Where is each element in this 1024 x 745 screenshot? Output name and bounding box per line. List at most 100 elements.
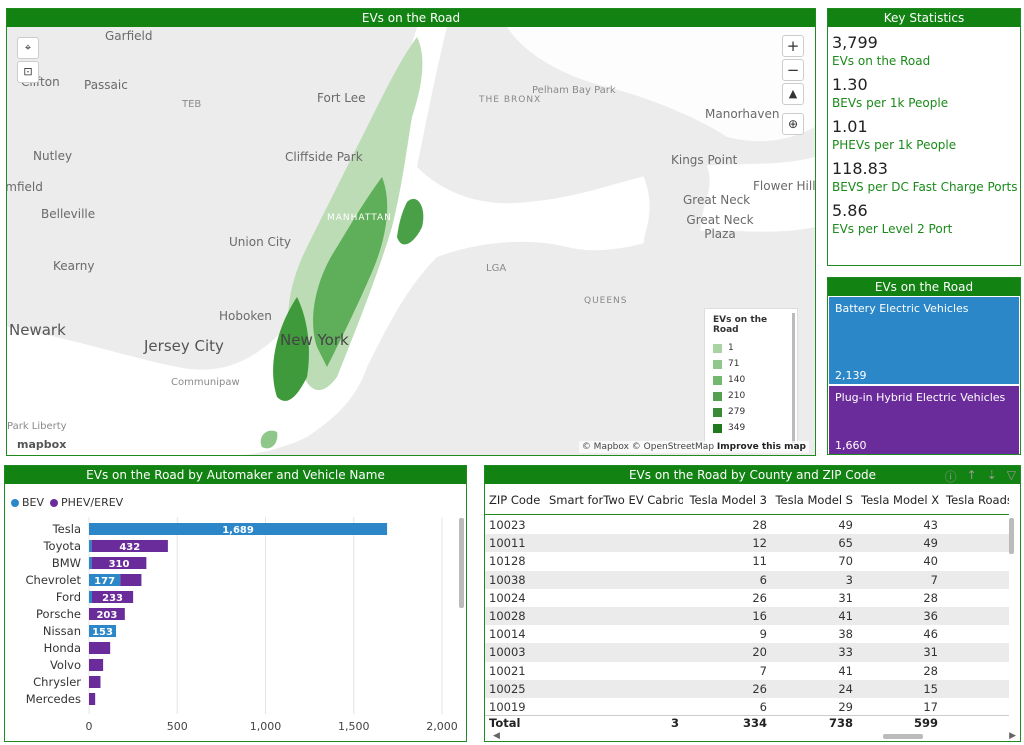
- column-header[interactable]: Smart forTwo EV Cabrio: [549, 492, 683, 507]
- lasso-select-icon[interactable]: ⌖: [17, 37, 39, 59]
- bar-segment[interactable]: [89, 557, 92, 569]
- table-row[interactable]: 10038 6 3 7: [485, 570, 1009, 589]
- table-cell: [545, 571, 683, 589]
- tile-value: 1,660: [835, 439, 867, 452]
- zoom-out-button[interactable]: −: [782, 59, 804, 81]
- table-row[interactable]: 10021 7 41 28: [485, 662, 1009, 680]
- zoom-in-button[interactable]: +: [782, 35, 804, 57]
- stats-title: Key Statistics: [828, 9, 1020, 27]
- bar-value-label: 1,689: [222, 525, 254, 536]
- map-label: THE BRONX: [479, 95, 542, 105]
- bar-segment[interactable]: [89, 608, 125, 620]
- table-row[interactable]: 10011 12 65 49: [485, 534, 1009, 553]
- category-label: BMW: [52, 556, 81, 570]
- legend-dot-phev: [50, 498, 59, 507]
- bar-segment[interactable]: [89, 523, 388, 535]
- column-header[interactable]: Tesla Roadster: [946, 492, 1009, 507]
- legend-swatch: [713, 391, 722, 401]
- filter-icon[interactable]: ▽: [1006, 468, 1016, 482]
- table-cell: [545, 680, 683, 698]
- column-header[interactable]: ZIP Code: [489, 492, 541, 507]
- drill-up-icon[interactable]: ↑: [966, 468, 977, 482]
- map-label: Jersey City: [144, 337, 224, 355]
- table-row[interactable]: 10023 28 49 43: [485, 516, 1009, 534]
- zip-table-visual[interactable]: EVs on the Road by County and ZIP Code ⓘ…: [484, 465, 1021, 742]
- table-row[interactable]: 10025 26 24 15: [485, 679, 1009, 698]
- map-label: MANHATTAN: [327, 213, 392, 223]
- treemap-tile-bev[interactable]: Battery Electric Vehicles 2,139: [829, 297, 1019, 384]
- bar-value-label: 310: [109, 559, 130, 570]
- legend-label: 279: [728, 407, 746, 417]
- table-row[interactable]: 10019 6 29 17: [485, 698, 1009, 712]
- bar-chart-scrollbar[interactable]: [459, 518, 464, 608]
- bar-segment[interactable]: [89, 591, 93, 603]
- bar-segment[interactable]: [89, 625, 117, 637]
- map-visual[interactable]: EVs on the Road Garfield Clifton Passaic…: [6, 8, 816, 456]
- bar-segment[interactable]: [89, 540, 92, 552]
- bar-segment[interactable]: [89, 693, 96, 705]
- table-horizontal-scrollbar[interactable]: [883, 734, 923, 739]
- legend-label: 140: [728, 375, 746, 385]
- map-label: Manorhaven: [705, 107, 780, 121]
- bar-value-label: 432: [119, 542, 140, 553]
- map-label: TEB: [182, 99, 202, 110]
- map-label: Hoboken: [219, 309, 272, 323]
- column-header[interactable]: Tesla Model 3: [689, 492, 767, 507]
- table-cell: [942, 534, 1009, 552]
- category-label: Honda: [44, 641, 81, 655]
- help-icon[interactable]: ⓘ: [944, 470, 957, 484]
- bar-segment[interactable]: [120, 574, 142, 586]
- x-tick-label: 1,000: [250, 720, 282, 733]
- table-cell: 10024: [489, 590, 526, 605]
- table-row[interactable]: 10128 11 70 40: [485, 552, 1009, 570]
- tile-label: Plug-in Hybrid Electric Vehicles: [835, 391, 1006, 404]
- improve-map-link[interactable]: Improve this map: [716, 442, 806, 452]
- table-cell: [545, 662, 683, 680]
- attribution-text: © Mapbox © OpenStreetMap: [581, 442, 715, 452]
- map-canvas[interactable]: Garfield Clifton Passaic TEB Fort Lee TH…: [7, 27, 815, 455]
- table-cell: 24: [838, 681, 853, 696]
- table-cell: 10014: [489, 627, 526, 642]
- legend-scrollbar[interactable]: [792, 313, 795, 443]
- drill-down-icon[interactable]: ⇣: [986, 468, 997, 482]
- bar-value-label: 153: [92, 627, 113, 638]
- bar-segment[interactable]: [89, 676, 101, 688]
- zoom-search-icon[interactable]: ⊕: [782, 113, 804, 135]
- table-vertical-scrollbar[interactable]: [1009, 518, 1014, 554]
- treemap-visual[interactable]: EVs on the Road Battery Electric Vehicle…: [827, 277, 1021, 455]
- column-header[interactable]: Tesla Model X: [861, 492, 940, 507]
- column-header[interactable]: Tesla Model S: [775, 492, 853, 507]
- bar-value-label: 203: [96, 610, 117, 621]
- rect-select-icon[interactable]: ⊡: [17, 61, 39, 83]
- legend-label-bev: BEV: [22, 496, 45, 509]
- stat-value: 118.83: [832, 159, 888, 178]
- bar-segment[interactable]: [92, 591, 134, 603]
- scroll-left-icon[interactable]: ◀: [493, 731, 500, 741]
- scroll-right-icon[interactable]: ▶: [1009, 731, 1016, 741]
- compass-icon[interactable]: ▲: [782, 83, 804, 105]
- bar-segment[interactable]: [89, 574, 121, 586]
- table-row[interactable]: 10028 16 41 36: [485, 606, 1009, 626]
- tile-value: 2,139: [835, 369, 867, 382]
- bar-segment[interactable]: [91, 540, 168, 552]
- table-cell: 9: [759, 627, 767, 642]
- legend-dot-bev: [11, 498, 19, 507]
- bar-segment[interactable]: [89, 642, 111, 654]
- table-row[interactable]: 10003 20 33 31: [485, 643, 1009, 662]
- bar-chart-visual[interactable]: EVs on the Road by Automaker and Vehicle…: [4, 465, 467, 742]
- table-row[interactable]: 10024 26 31 28: [485, 589, 1009, 607]
- table-cell: 70: [838, 554, 853, 569]
- table-row[interactable]: 10014 9 38 46: [485, 625, 1009, 643]
- table-cell: 40: [923, 554, 938, 569]
- bar-value-label: 233: [102, 593, 123, 604]
- bar-segment[interactable]: [91, 557, 147, 569]
- treemap-tile-phev[interactable]: Plug-in Hybrid Electric Vehicles 1,660: [829, 386, 1019, 454]
- legend-item: 71: [713, 356, 789, 372]
- table-cell: 16: [752, 608, 767, 623]
- table-cell: [545, 625, 683, 643]
- bar-chart-plot[interactable]: 0 500 1,000 1,500 2,000 Tesla 1,689 Toyota 432 BM…: [5, 484, 466, 741]
- total-cell: 334: [742, 716, 767, 730]
- bar-segment[interactable]: [89, 659, 104, 671]
- table-cell: 43: [923, 518, 938, 532]
- table-cell: 41: [838, 663, 853, 678]
